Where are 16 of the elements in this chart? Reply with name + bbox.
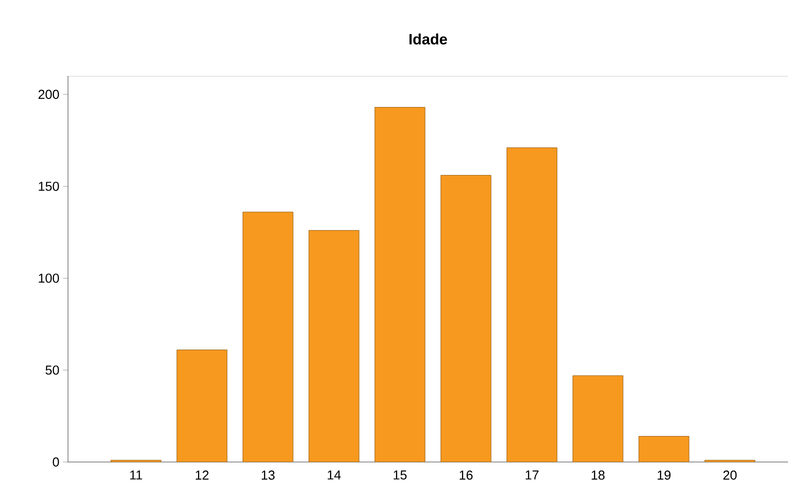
chart-title: Idade (409, 34, 448, 44)
y-tick-label: 50 (46, 366, 59, 375)
x-tick-label: 13 (262, 470, 275, 480)
y-tick-label: 200 (38, 90, 59, 99)
x-tick-label: 11 (130, 470, 142, 480)
x-tick-label: 15 (394, 470, 407, 480)
x-tick-label: 18 (592, 470, 605, 480)
x-tick-label: 20 (723, 470, 737, 480)
y-tick-label: 100 (38, 274, 59, 283)
x-tick-label: 17 (526, 470, 538, 480)
x-tick-label: 19 (658, 470, 671, 480)
y-tick-label: 0 (52, 457, 59, 467)
y-tick-label: 150 (38, 182, 59, 191)
x-tick-label: 12 (196, 470, 209, 480)
x-tick-label: 16 (460, 470, 473, 480)
x-tick-label: 14 (328, 470, 341, 480)
